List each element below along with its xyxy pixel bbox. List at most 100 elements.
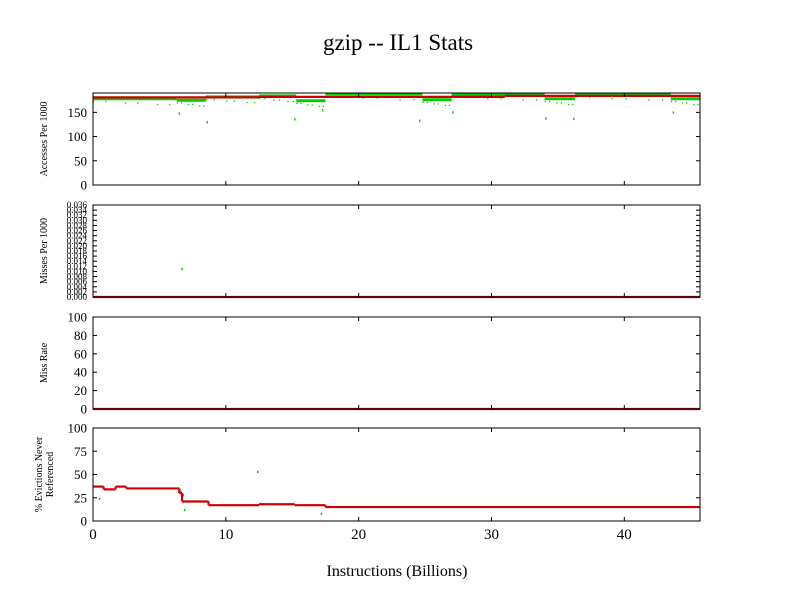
sample-point [681, 102, 684, 104]
sample-point [203, 105, 205, 107]
x-tick-label: 40 [617, 527, 632, 543]
sample-point [292, 100, 295, 103]
sample-point [444, 104, 446, 107]
sample-point [168, 103, 171, 106]
y-tick-label: 75 [74, 444, 87, 459]
y-axis-label-line: Referenced [45, 452, 56, 498]
y-tick-label: 100 [68, 421, 88, 436]
outlier-point [419, 119, 421, 122]
sample-point [198, 105, 201, 107]
sample-point [246, 101, 248, 104]
panel-frame [92, 316, 701, 410]
sample-point [105, 100, 107, 103]
y-tick-label: 100 [68, 310, 88, 325]
sample-point [176, 102, 178, 104]
panel-frame [92, 92, 701, 186]
sample-point [433, 103, 435, 105]
x-tick-label: 30 [484, 527, 499, 543]
sample-point [575, 96, 577, 98]
y-tick-label: 40 [74, 365, 87, 380]
y-tick-label: 0.028 [67, 220, 88, 230]
y-tick-label: 0.012 [67, 261, 87, 271]
outlier-point [182, 493, 185, 497]
y-tick-label: 0.030 [67, 215, 88, 225]
sample-point [233, 100, 236, 102]
sample-point [192, 103, 194, 106]
sample-point [259, 97, 261, 100]
x-tick-label: 0 [89, 527, 97, 543]
y-tick-label: 0.018 [67, 246, 88, 256]
outlier-point [452, 111, 454, 114]
y-tick-label: 0.016 [67, 251, 88, 261]
sample-point [156, 103, 159, 106]
outlier-point [183, 508, 186, 512]
y-tick-label: 50 [74, 467, 87, 482]
sample-point [556, 102, 558, 104]
y-tick-label: 150 [68, 105, 88, 120]
sample-point [287, 100, 289, 103]
chart-title: gzip -- IL1 Stats [323, 30, 473, 55]
y-tick-label: 0.014 [67, 256, 88, 266]
y-tick-label: 0.022 [67, 236, 87, 246]
sample-point [273, 99, 275, 101]
sample-point [522, 99, 524, 101]
sample-point [124, 102, 127, 104]
sample-point [322, 105, 325, 108]
y-tick-label: 0.026 [67, 226, 88, 236]
sample-point [544, 100, 546, 103]
sample-point [697, 103, 699, 106]
sample-point [693, 103, 695, 106]
x-tick-label: 10 [218, 527, 233, 543]
sample-point [413, 98, 415, 101]
sample-point [307, 104, 309, 106]
sample-point [300, 102, 302, 105]
sample-point [437, 103, 440, 105]
sample-point [264, 97, 266, 100]
sample-point [648, 99, 650, 101]
sample-point [318, 105, 320, 108]
y-tick-label: 0.034 [67, 205, 88, 215]
sample-point [278, 99, 280, 101]
sample-point [686, 102, 688, 104]
y-axis-label: Miss Rate [39, 342, 50, 383]
y-tick-label: 20 [74, 383, 87, 398]
y-tick-label: 0.036 [67, 200, 88, 210]
sample-point [226, 100, 228, 102]
sample-point [362, 97, 364, 99]
sample-point [661, 99, 664, 101]
outlier-point [181, 267, 183, 271]
sample-point [93, 100, 95, 103]
x-tick-labels: 0 10 20 30 40 [89, 527, 632, 543]
y-tick-label: 0.032 [67, 210, 87, 220]
sample-point [311, 104, 313, 106]
sample-point [500, 97, 502, 100]
y-tick-label: 0.020 [67, 241, 88, 251]
outlier-point [98, 497, 101, 501]
y-tick-label: 80 [74, 328, 87, 343]
y-axis-label: Misses Per 1000 [39, 218, 50, 284]
outlier-point [322, 108, 324, 112]
y-tick-label: 60 [74, 346, 87, 361]
outlier-point [257, 470, 259, 474]
y-tick-label: 0.004 [67, 282, 88, 292]
x-axis-label: Instructions (Billions) [327, 563, 468, 580]
sample-point [180, 102, 183, 104]
sample-point [399, 98, 401, 101]
y-tick-label: 100 [68, 129, 88, 144]
y-tick-label: 0.002 [67, 287, 87, 297]
sample-point [426, 101, 428, 104]
y-tick-label: 0 [81, 402, 88, 417]
panel-3: 0 20 40 60 80 100 Miss Rate [39, 310, 701, 417]
panel-4: 0 25 50 75 100 % Evictions NeverReferenced [34, 421, 701, 529]
sample-point [422, 101, 424, 104]
y-axis-label: % Evictions NeverReferenced [34, 436, 56, 512]
y-axis-label: Accesses Per 1000 [39, 102, 50, 177]
y-axis-label-line: % Evictions Never [34, 436, 45, 512]
sample-point [670, 100, 673, 103]
sample-point [448, 104, 451, 107]
outlier-point [320, 512, 323, 515]
sample-point [588, 96, 591, 98]
panel-frame [92, 204, 701, 298]
